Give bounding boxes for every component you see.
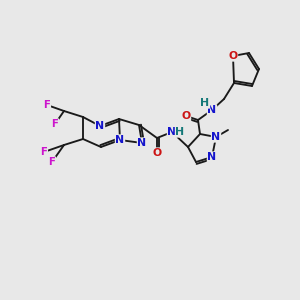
Text: F: F (44, 100, 50, 110)
Text: N: N (212, 132, 220, 142)
Text: O: O (228, 51, 238, 61)
Text: H: H (200, 98, 210, 108)
Text: N: N (95, 121, 105, 131)
Text: N: N (137, 138, 147, 148)
Text: F: F (52, 119, 58, 129)
Text: N: N (207, 105, 217, 115)
Text: H: H (176, 127, 184, 137)
Text: N: N (167, 127, 177, 137)
Text: F: F (40, 147, 47, 157)
Text: F: F (49, 157, 56, 167)
Text: N: N (207, 152, 217, 162)
Text: O: O (182, 111, 190, 121)
Text: N: N (116, 135, 124, 145)
Text: O: O (152, 148, 162, 158)
